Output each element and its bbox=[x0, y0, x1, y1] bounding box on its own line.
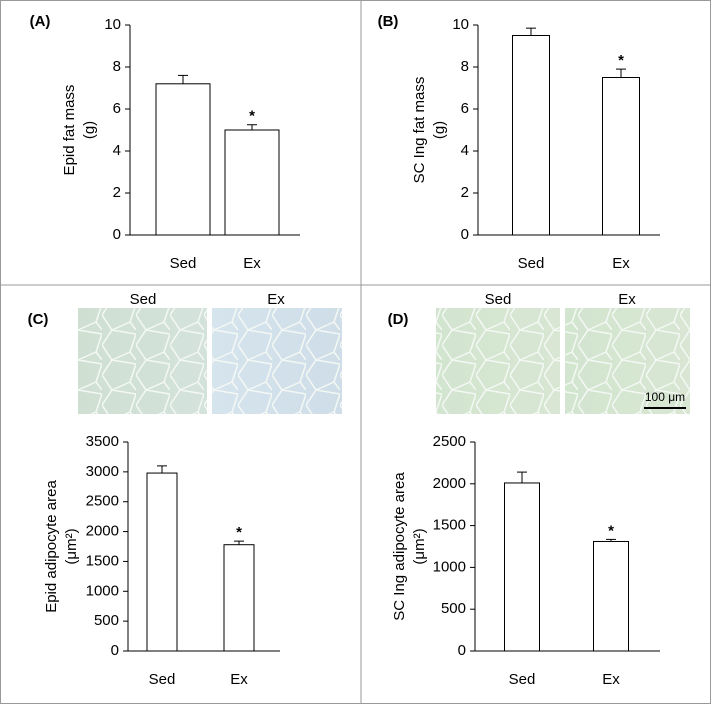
histology-image bbox=[565, 308, 690, 414]
significance-marker: * bbox=[608, 522, 614, 539]
y-tick-label: 2000 bbox=[433, 475, 466, 492]
y-tick-label: 0 bbox=[113, 226, 121, 243]
x-tick-label: Ex bbox=[602, 671, 620, 688]
bar bbox=[146, 472, 178, 652]
y-tick-label: 1500 bbox=[86, 552, 119, 569]
histology-image bbox=[212, 308, 342, 414]
y-tick-label: 1000 bbox=[86, 582, 119, 599]
image-label: Ex bbox=[618, 291, 636, 308]
y-tick-label: 0 bbox=[111, 642, 119, 659]
significance-marker: * bbox=[249, 108, 255, 125]
y-tick-label: 500 bbox=[441, 600, 466, 617]
panel-label: (B) bbox=[378, 13, 399, 30]
y-axis-label: (μm²) bbox=[411, 528, 428, 564]
panel-label: (C) bbox=[28, 311, 49, 328]
panel-label: (A) bbox=[30, 13, 51, 30]
y-tick-label: 4 bbox=[461, 142, 469, 159]
y-tick-label: 1500 bbox=[433, 517, 466, 534]
image-label: Sed bbox=[130, 291, 157, 308]
y-axis-label: Epid fat mass bbox=[61, 85, 78, 176]
y-tick-label: 2 bbox=[113, 184, 121, 201]
bar bbox=[504, 482, 540, 652]
y-tick-label: 3500 bbox=[86, 433, 119, 450]
y-tick-label: 2 bbox=[461, 184, 469, 201]
histology-image bbox=[78, 308, 207, 414]
significance-marker: * bbox=[236, 524, 242, 541]
y-tick-label: 6 bbox=[113, 100, 121, 117]
y-tick-label: 10 bbox=[104, 16, 121, 33]
image-label: Sed bbox=[485, 291, 512, 308]
y-axis-label: (μm²) bbox=[63, 528, 80, 564]
bar bbox=[593, 540, 629, 652]
y-tick-label: 3000 bbox=[86, 463, 119, 480]
bar bbox=[224, 129, 280, 236]
panel-label: (D) bbox=[388, 311, 409, 328]
bar bbox=[223, 544, 255, 652]
y-tick-label: 4 bbox=[113, 142, 121, 159]
x-tick-label: Sed bbox=[509, 671, 536, 688]
y-axis-label: (g) bbox=[431, 121, 448, 139]
y-tick-label: 6 bbox=[461, 100, 469, 117]
y-tick-label: 2500 bbox=[433, 433, 466, 450]
y-tick-label: 8 bbox=[461, 58, 469, 75]
y-tick-label: 2000 bbox=[86, 523, 119, 540]
y-tick-label: 1000 bbox=[433, 558, 466, 575]
x-tick-label: Ex bbox=[230, 671, 248, 688]
y-tick-label: 2500 bbox=[86, 493, 119, 510]
y-axis-label: SC Ing adipocyte area bbox=[391, 472, 408, 621]
x-tick-label: Ex bbox=[243, 255, 261, 272]
y-axis-label: SC Ing fat mass bbox=[411, 77, 428, 184]
bar bbox=[155, 83, 211, 236]
y-axis-label: (g) bbox=[81, 121, 98, 139]
image-label: Ex bbox=[267, 291, 285, 308]
significance-marker: * bbox=[618, 52, 624, 69]
bar bbox=[512, 35, 550, 236]
x-tick-label: Ex bbox=[612, 255, 630, 272]
y-tick-label: 0 bbox=[461, 226, 469, 243]
y-tick-label: 10 bbox=[452, 16, 469, 33]
y-tick-label: 500 bbox=[94, 612, 119, 629]
y-tick-label: 0 bbox=[458, 642, 466, 659]
bar bbox=[602, 77, 640, 236]
x-tick-label: Sed bbox=[518, 255, 545, 272]
x-tick-label: Sed bbox=[170, 255, 197, 272]
y-tick-label: 8 bbox=[113, 58, 121, 75]
scale-bar-label: 100 μm bbox=[645, 390, 685, 404]
x-tick-label: Sed bbox=[149, 671, 176, 688]
histology-image bbox=[436, 308, 560, 414]
y-axis-label: Epid adipocyte area bbox=[43, 480, 60, 613]
